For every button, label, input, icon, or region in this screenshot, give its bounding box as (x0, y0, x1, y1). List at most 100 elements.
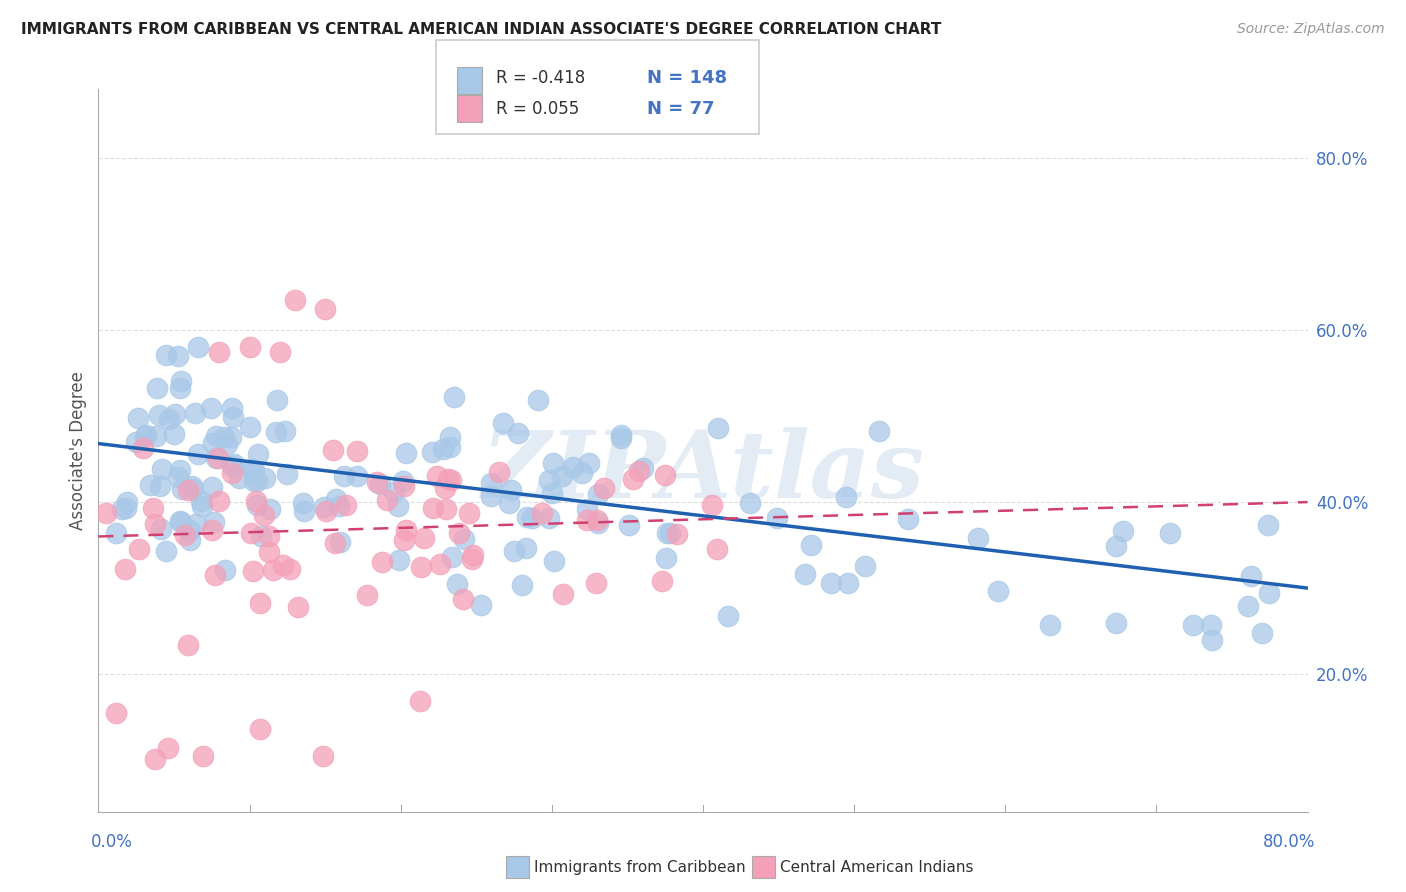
Point (111, 502, 134, 516)
Point (143, 752, 166, 766)
Point (1105, 615, 1128, 630)
Point (115, 501, 138, 516)
Point (837, 575, 859, 590)
Point (1182, 618, 1205, 632)
Point (576, 502, 599, 516)
Point (700, 498, 723, 512)
Point (392, 474, 415, 488)
Point (287, 599, 309, 614)
Point (1257, 518, 1279, 533)
Point (259, 529, 281, 543)
Text: 0.0%: 0.0% (91, 833, 132, 851)
Point (269, 344, 291, 359)
Point (1159, 526, 1181, 541)
Point (148, 408, 170, 422)
Text: Central American Indians: Central American Indians (780, 860, 974, 874)
Point (707, 420, 730, 434)
Point (766, 510, 789, 524)
Point (242, 564, 264, 578)
Point (666, 527, 689, 541)
Point (868, 424, 890, 438)
Point (276, 467, 298, 481)
Point (239, 340, 262, 354)
Text: N = 77: N = 77 (647, 100, 714, 118)
Point (224, 457, 246, 471)
Text: ZIPAtlas: ZIPAtlas (481, 427, 925, 517)
Point (488, 466, 510, 480)
Point (170, 515, 193, 529)
Point (538, 510, 561, 524)
Point (138, 478, 160, 492)
Point (422, 500, 444, 515)
Point (250, 529, 273, 543)
Point (186, 516, 208, 531)
Text: R = 0.055: R = 0.055 (496, 100, 579, 118)
Point (114, 561, 136, 575)
Point (142, 500, 165, 515)
Point (146, 381, 169, 395)
Text: R = -0.418: R = -0.418 (496, 70, 585, 87)
Point (266, 393, 288, 408)
Point (314, 500, 336, 514)
Point (1257, 586, 1279, 600)
Point (576, 513, 599, 527)
Point (247, 447, 270, 461)
Point (169, 463, 191, 477)
Point (183, 406, 205, 420)
Point (453, 532, 475, 546)
Point (155, 544, 177, 558)
Point (551, 587, 574, 601)
Point (479, 476, 502, 491)
Point (128, 542, 150, 557)
Point (208, 344, 231, 359)
Point (382, 484, 405, 499)
Point (543, 553, 565, 567)
Point (157, 741, 180, 756)
Point (800, 538, 823, 552)
Point (221, 467, 243, 481)
Point (463, 549, 485, 563)
Point (586, 516, 609, 530)
Point (967, 531, 990, 545)
Point (356, 588, 378, 602)
Point (323, 535, 346, 549)
Point (249, 722, 271, 736)
Point (221, 458, 243, 473)
Point (439, 440, 461, 454)
Point (429, 557, 451, 571)
Point (1250, 625, 1272, 640)
Point (515, 541, 537, 556)
Point (439, 430, 461, 444)
Point (987, 583, 1010, 598)
Point (167, 470, 190, 484)
Point (214, 563, 236, 577)
Point (520, 511, 543, 525)
Point (145, 429, 167, 443)
Point (897, 512, 920, 526)
Point (219, 430, 242, 444)
Text: 80.0%: 80.0% (1263, 833, 1315, 851)
Point (499, 483, 522, 497)
Point (201, 480, 224, 494)
Point (214, 430, 236, 444)
Point (395, 523, 418, 537)
Point (205, 450, 228, 465)
Point (127, 410, 149, 425)
Point (163, 426, 186, 441)
Point (366, 475, 388, 490)
Text: IMMIGRANTS FROM CARIBBEAN VS CENTRAL AMERICAN INDIAN ASSOCIATE'S DEGREE CORRELAT: IMMIGRANTS FROM CARIBBEAN VS CENTRAL AME… (21, 22, 942, 37)
Point (794, 566, 817, 581)
Point (609, 428, 631, 442)
Point (278, 562, 301, 576)
Point (125, 435, 148, 450)
Text: N = 148: N = 148 (647, 70, 727, 87)
Point (443, 390, 465, 404)
Point (245, 493, 267, 508)
Point (335, 498, 357, 512)
Point (291, 495, 314, 509)
Point (420, 445, 443, 459)
Point (315, 504, 337, 518)
Point (578, 456, 600, 470)
Point (1038, 617, 1060, 632)
Point (253, 508, 276, 522)
